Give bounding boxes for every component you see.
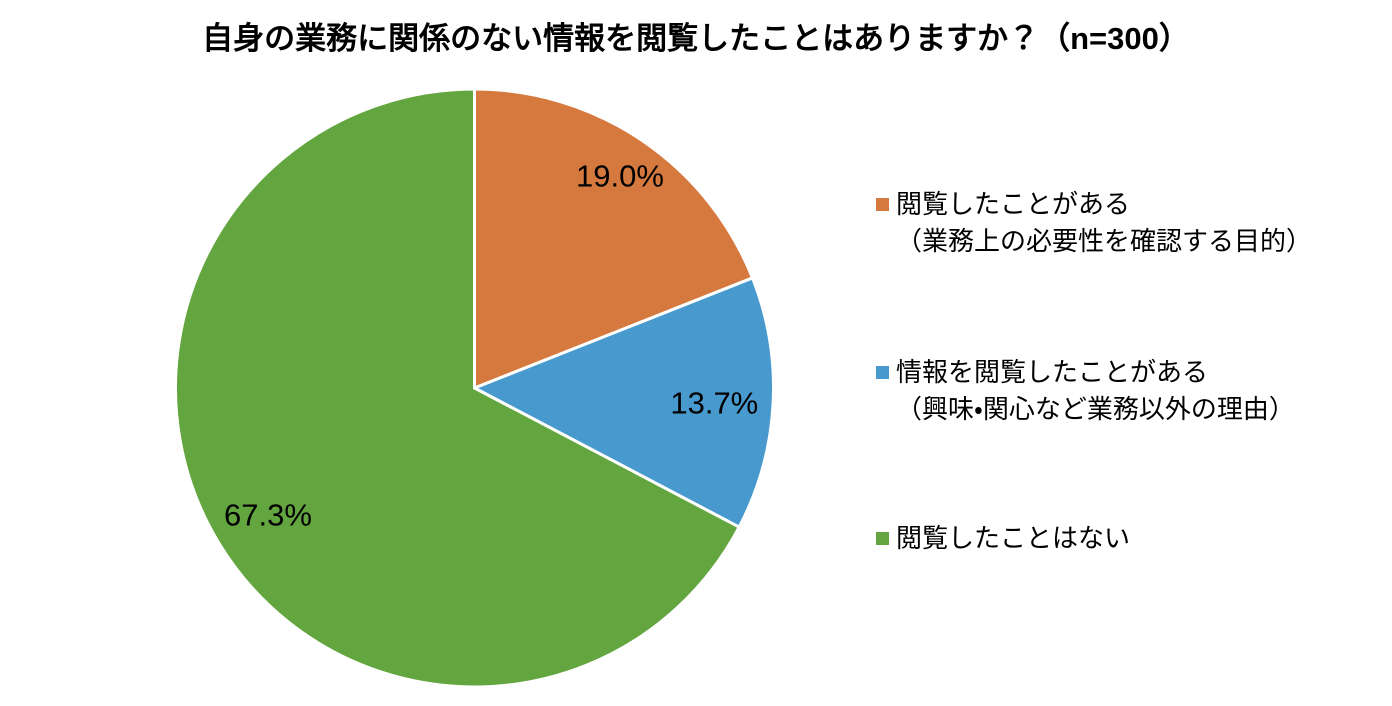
- pie-slice-label-1: 19.0%: [576, 158, 664, 194]
- legend-label-3-line-1: 閲覧したことはない: [896, 523, 1131, 553]
- legend-swatch-2: [876, 366, 889, 379]
- legend-label-2: 情報を閲覧したことがある （興味・関心など業務以外の理由）: [896, 354, 1295, 427]
- pie-slice-3: [174, 87, 742, 689]
- legend-label-2-line-2: （興味・関心など業務以外の理由）: [896, 393, 1295, 424]
- legend-label-1-line-1: 閲覧したことがある: [896, 189, 1131, 219]
- legend-swatch-3: [876, 532, 889, 545]
- legend-label-1: 閲覧したことがある （業務上の必要性を確認する目的）: [896, 186, 1312, 259]
- legend-label-1-line-2: （業務上の必要性を確認する目的）: [896, 225, 1313, 256]
- legend-item-1: 閲覧したことがある （業務上の必要性を確認する目的）: [876, 186, 1312, 259]
- legend-label-2-line-1: 情報を閲覧したことがある: [896, 357, 1209, 387]
- legend: 閲覧したことがある （業務上の必要性を確認する目的） 情報を閲覧したことがある …: [876, 0, 1356, 706]
- legend-label-3: 閲覧したことはない: [896, 520, 1130, 557]
- pie-slice-1: [473, 87, 755, 391]
- legend-item-2: 情報を閲覧したことがある （興味・関心など業務以外の理由）: [876, 354, 1295, 427]
- pie-slice-2: [470, 275, 775, 530]
- legend-item-3: 閲覧したことはない: [876, 520, 1130, 557]
- legend-swatch-1: [876, 198, 889, 211]
- pie-slice-label-3: 67.3%: [224, 497, 312, 533]
- chart-title: 自身の業務に関係のない情報を閲覧したことはありますか？（n=300）: [202, 21, 1190, 56]
- pie-slice-label-2: 13.7%: [670, 385, 759, 421]
